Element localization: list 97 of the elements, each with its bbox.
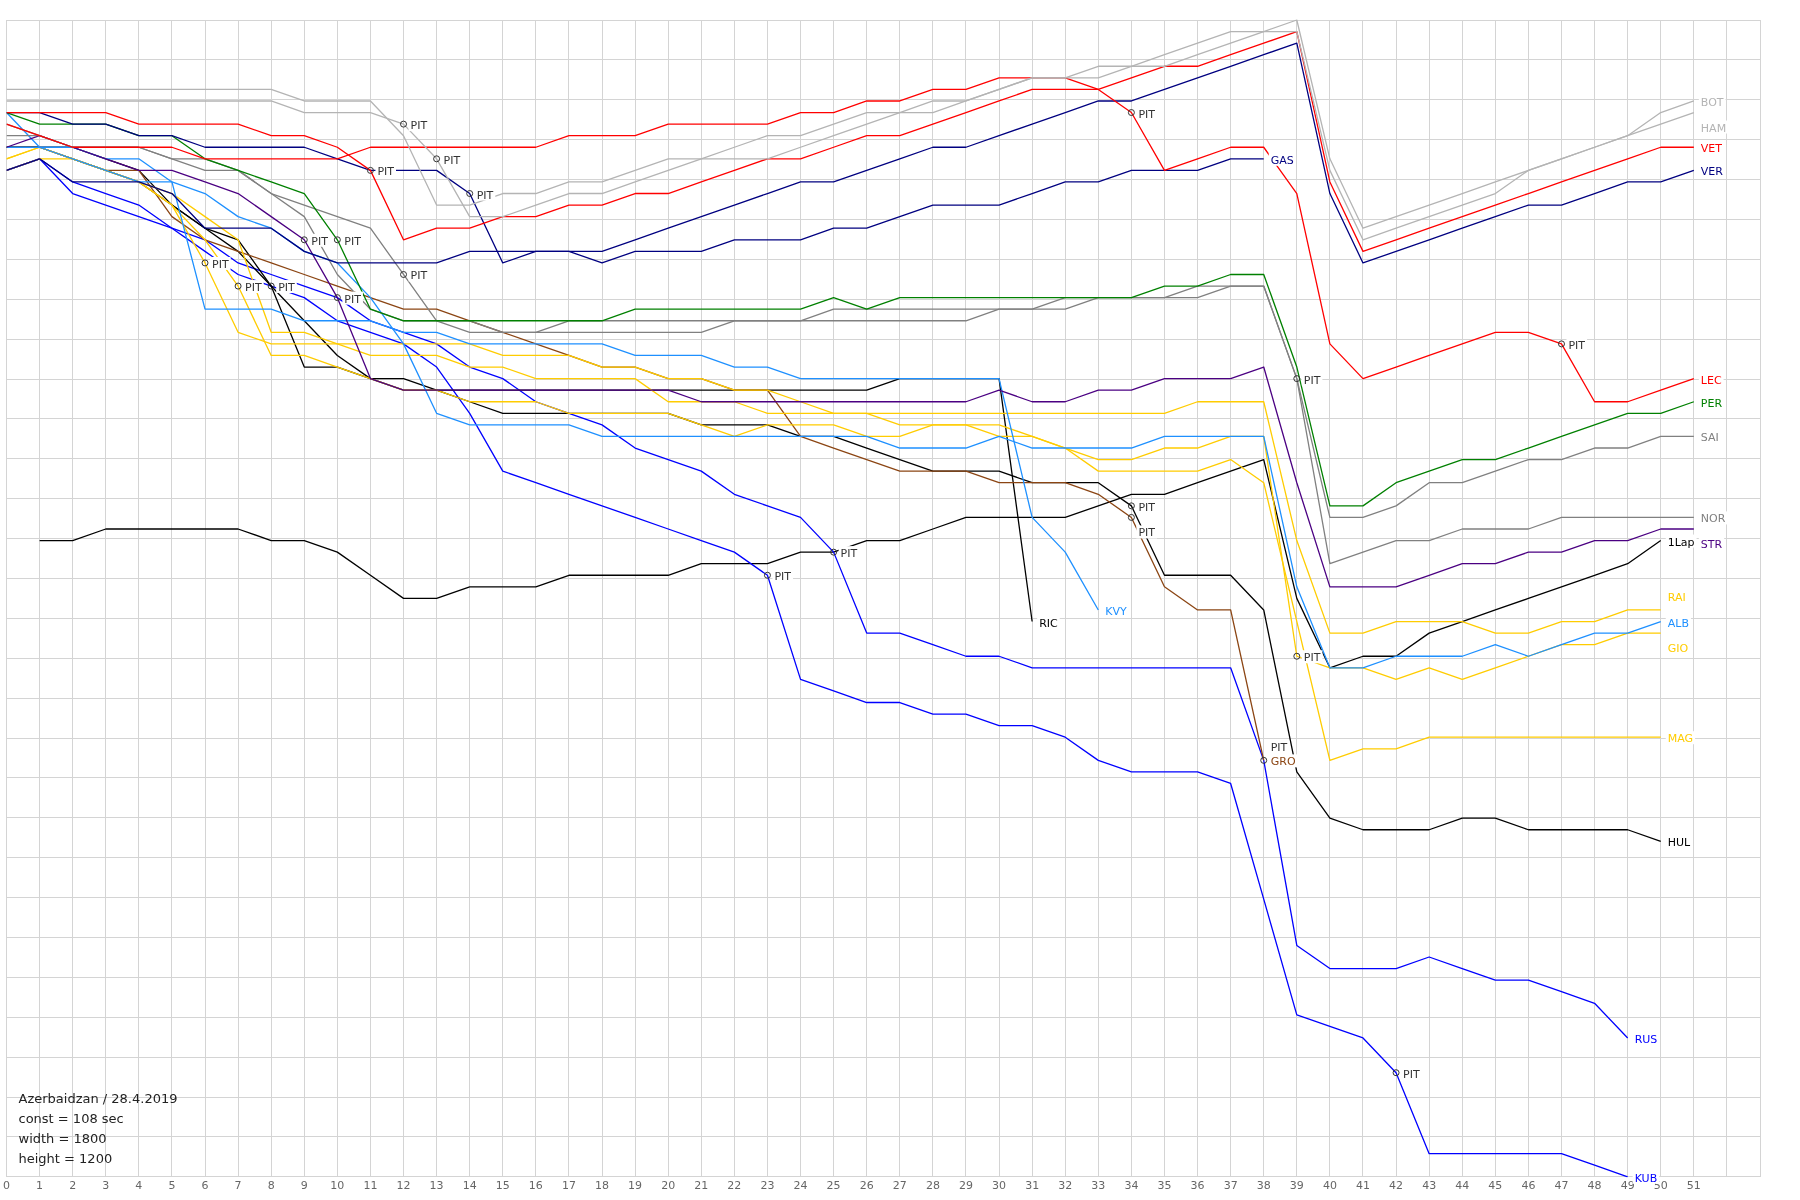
x-tick-label: 14 <box>462 1179 477 1193</box>
x-tick-label: 21 <box>694 1179 709 1193</box>
x-tick-label: 22 <box>727 1179 742 1193</box>
x-tick-label: 16 <box>528 1179 543 1193</box>
x-tick-label: 33 <box>1091 1179 1106 1193</box>
series-label: BOT <box>1700 95 1724 109</box>
x-tick-label: 31 <box>1025 1179 1040 1193</box>
x-tick-label: 42 <box>1389 1179 1404 1193</box>
x-tick-label: 5 <box>168 1179 176 1193</box>
x-tick-label: 18 <box>595 1179 610 1193</box>
x-tick-label: 43 <box>1422 1179 1437 1193</box>
x-tick-label: 3 <box>102 1179 110 1193</box>
series-label: RUS <box>1634 1032 1658 1046</box>
annotation: PIT <box>774 570 792 584</box>
x-tick-label: 24 <box>793 1179 808 1193</box>
series-label: VET <box>1700 142 1723 156</box>
x-tick-label: 32 <box>1058 1179 1073 1193</box>
series-label: KUB <box>1634 1171 1658 1185</box>
annotation: width = 1800 <box>18 1130 107 1146</box>
x-tick-label: 40 <box>1322 1179 1337 1193</box>
x-tick-label: 35 <box>1157 1179 1172 1193</box>
x-tick-label: 26 <box>859 1179 874 1193</box>
series-label: RIC <box>1039 616 1059 630</box>
annotation: PIT <box>278 281 296 295</box>
annotation: PIT <box>476 188 494 202</box>
annotation: PIT <box>245 281 262 295</box>
series-label: HAM <box>1700 121 1727 135</box>
annotation: height = 1200 <box>18 1150 113 1166</box>
x-tick-label: 9 <box>300 1179 308 1193</box>
annotation: PIT <box>1303 373 1321 387</box>
annotation: PIT <box>212 257 229 271</box>
x-tick-label: 30 <box>992 1179 1007 1193</box>
x-tick-label: 6 <box>201 1179 209 1193</box>
x-tick-label: 46 <box>1521 1179 1536 1193</box>
annotation: PIT <box>344 292 362 306</box>
annotation: PIT <box>1303 651 1321 665</box>
annotation: PIT <box>1270 741 1288 755</box>
annotation: PIT <box>410 119 428 133</box>
series-label: STR <box>1700 537 1723 551</box>
annotation: PIT <box>840 547 858 561</box>
annotation: PIT <box>1138 107 1156 121</box>
x-tick-label: 37 <box>1223 1179 1238 1193</box>
x-tick-label: 10 <box>330 1179 345 1193</box>
x-tick-label: 25 <box>826 1179 841 1193</box>
series-label: GRO <box>1270 755 1296 769</box>
x-tick-label: 20 <box>661 1179 676 1193</box>
x-tick-label: 27 <box>892 1179 907 1193</box>
series-label: HUL <box>1667 836 1692 850</box>
x-tick-label: 15 <box>495 1179 510 1193</box>
x-tick-label: 47 <box>1554 1179 1569 1193</box>
annotation: PIT <box>443 153 461 167</box>
x-tick-label: 2 <box>69 1179 77 1193</box>
annotation: PIT <box>1138 500 1156 514</box>
series-label: GIO <box>1667 642 1689 656</box>
x-tick-label: 17 <box>561 1179 576 1193</box>
x-tick-label: 36 <box>1190 1179 1205 1193</box>
x-tick-label: 34 <box>1124 1179 1139 1193</box>
annotation: PIT <box>311 234 329 248</box>
x-tick-label: 0 <box>3 1179 10 1193</box>
x-tick-label: 1 <box>36 1179 44 1193</box>
annotation: PIT <box>410 269 428 283</box>
series-label: GAS <box>1270 153 1294 167</box>
annotation: PIT <box>344 234 362 248</box>
series-label: KVY <box>1105 604 1128 618</box>
x-tick-label: 13 <box>429 1179 444 1193</box>
series-label: MAG <box>1667 732 1694 746</box>
annotation: PIT <box>1403 1067 1420 1081</box>
x-tick-label: 11 <box>363 1179 378 1193</box>
series-label: RAI <box>1667 590 1686 604</box>
annotation: PIT <box>1138 526 1156 540</box>
x-tick-label: 8 <box>267 1179 275 1193</box>
series-label: LEC <box>1700 373 1722 387</box>
x-tick-label: 19 <box>628 1179 643 1193</box>
x-tick-label: 41 <box>1355 1179 1370 1193</box>
series-label: NOR <box>1700 512 1726 526</box>
annotation: Azerbaidzan / 28.4.2019 <box>18 1090 178 1106</box>
x-tick-label: 38 <box>1256 1179 1271 1193</box>
x-tick-label: 49 <box>1620 1179 1635 1193</box>
series-label: VER <box>1700 165 1724 179</box>
x-tick-label: 51 <box>1686 1179 1701 1193</box>
x-tick-label: 48 <box>1587 1179 1602 1193</box>
x-tick-label: 12 <box>396 1179 411 1193</box>
x-tick-label: 44 <box>1455 1179 1470 1193</box>
x-tick-label: 45 <box>1488 1179 1503 1193</box>
annotation: PIT <box>1568 338 1586 352</box>
x-tick-label: 39 <box>1289 1179 1304 1193</box>
x-tick-label: 23 <box>760 1179 775 1193</box>
x-tick-label: 28 <box>925 1179 940 1193</box>
series-label: 1Lap <box>1667 535 1695 549</box>
x-tick-label: 29 <box>958 1179 973 1193</box>
x-tick-label: 7 <box>234 1179 242 1193</box>
series-label: ALB <box>1667 616 1689 630</box>
annotation: const = 108 sec <box>18 1110 124 1126</box>
series-label: PER <box>1700 396 1723 410</box>
series-label: SAI <box>1700 431 1719 445</box>
annotation: PIT <box>377 165 395 179</box>
x-tick-label: 4 <box>135 1179 143 1193</box>
